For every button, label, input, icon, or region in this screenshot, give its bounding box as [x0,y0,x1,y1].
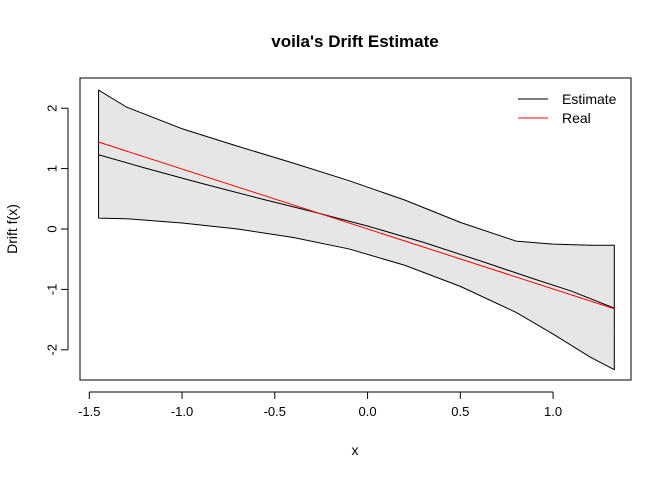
x-tick-label: 1.0 [544,404,562,419]
confidence-band [98,89,615,371]
y-tick-label: -1 [45,284,60,296]
x-tick-label: -1.5 [78,404,100,419]
chart-title: voila's Drift Estimate [271,32,439,51]
x-axis: -1.5 -1.0 -0.5 0.0 0.5 1.0 [78,391,562,419]
x-tick-label: 0.0 [359,404,377,419]
y-axis-label: Drift f(x) [4,204,20,254]
plot-frame [79,77,632,381]
y-tick-label: 1 [45,165,60,172]
series-line-real [98,141,615,310]
plot-area [98,89,615,371]
y-axis: -2 -1 0 1 2 [45,105,69,356]
legend: Estimate Real [518,91,617,126]
y-tick-label: 0 [45,225,60,232]
x-tick-label: -1.0 [171,404,193,419]
y-tick-label: -2 [45,344,60,356]
series-line-estimate [98,154,615,309]
legend-label-real: Real [562,110,591,126]
x-axis-label: x [352,442,359,458]
x-tick-label: -0.5 [264,404,286,419]
x-tick-label: 0.5 [451,404,469,419]
y-tick-label: 2 [45,105,60,112]
legend-label-estimate: Estimate [562,91,617,107]
